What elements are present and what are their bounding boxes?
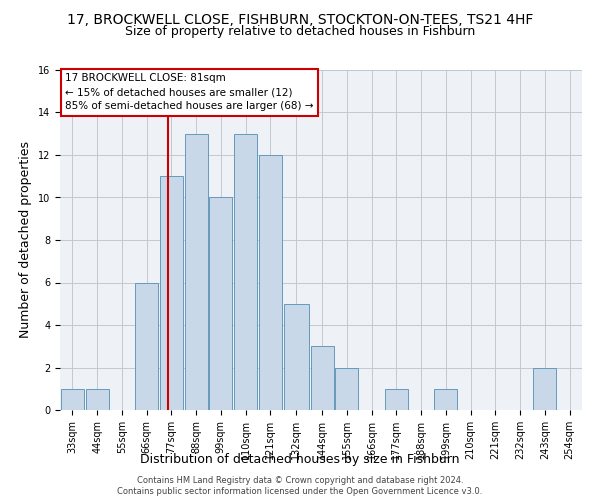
Text: Size of property relative to detached houses in Fishburn: Size of property relative to detached ho… [125,25,475,38]
Bar [434,389,457,410]
Bar [160,176,183,410]
Bar [385,389,408,410]
Bar [259,155,282,410]
Bar [209,198,232,410]
Bar [311,346,334,410]
Text: Contains public sector information licensed under the Open Government Licence v3: Contains public sector information licen… [118,488,482,496]
Text: Contains HM Land Registry data © Crown copyright and database right 2024.: Contains HM Land Registry data © Crown c… [137,476,463,485]
Y-axis label: Number of detached properties: Number of detached properties [19,142,32,338]
Bar [533,368,556,410]
Bar [185,134,208,410]
Bar [61,389,84,410]
Text: Distribution of detached houses by size in Fishburn: Distribution of detached houses by size … [140,452,460,466]
Bar [86,389,109,410]
Bar [335,368,358,410]
Text: 17, BROCKWELL CLOSE, FISHBURN, STOCKTON-ON-TEES, TS21 4HF: 17, BROCKWELL CLOSE, FISHBURN, STOCKTON-… [67,12,533,26]
Bar [234,134,257,410]
Text: 17 BROCKWELL CLOSE: 81sqm
← 15% of detached houses are smaller (12)
85% of semi-: 17 BROCKWELL CLOSE: 81sqm ← 15% of detac… [65,74,314,112]
Bar [284,304,308,410]
Bar [135,282,158,410]
